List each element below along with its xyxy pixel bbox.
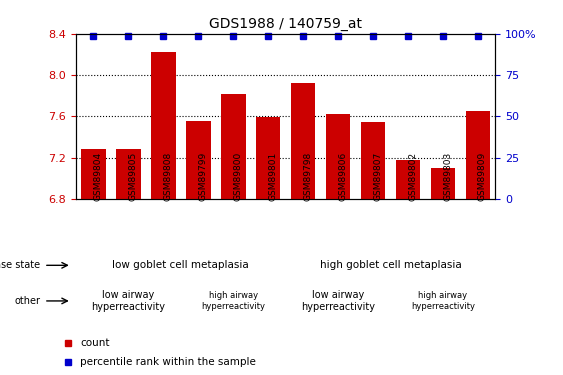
Bar (81, 149, 106, 199)
Bar (326, 114, 350, 199)
Bar (361, 122, 385, 199)
Text: GSM89798: GSM89798 (303, 152, 312, 201)
Text: GSM89809: GSM89809 (478, 152, 487, 201)
Text: GSM89807: GSM89807 (373, 152, 382, 201)
Text: disease state: disease state (0, 260, 41, 270)
Title: GDS1988 / 140759_at: GDS1988 / 140759_at (209, 17, 362, 32)
Text: GSM89801: GSM89801 (268, 152, 277, 201)
Text: GSM89805: GSM89805 (128, 152, 137, 201)
Bar (291, 83, 315, 199)
Text: high airway
hyperreactivity: high airway hyperreactivity (411, 291, 475, 310)
Text: high airway
hyperreactivity: high airway hyperreactivity (202, 291, 265, 310)
Bar (221, 93, 245, 199)
Bar (186, 122, 211, 199)
Text: GSM89804: GSM89804 (93, 152, 102, 201)
Text: GSM89799: GSM89799 (198, 152, 207, 201)
Text: GSM89803: GSM89803 (443, 152, 452, 201)
Text: low goblet cell metaplasia: low goblet cell metaplasia (113, 260, 249, 270)
Text: GSM89806: GSM89806 (338, 152, 347, 201)
Text: high goblet cell metaplasia: high goblet cell metaplasia (320, 260, 462, 270)
Text: GSM89802: GSM89802 (408, 152, 417, 201)
Text: other: other (14, 296, 41, 306)
Text: GSM89800: GSM89800 (233, 152, 242, 201)
Bar (116, 149, 141, 199)
Bar (466, 111, 490, 199)
Bar (431, 168, 455, 199)
Text: percentile rank within the sample: percentile rank within the sample (81, 357, 256, 367)
Text: count: count (81, 338, 110, 348)
Text: low airway
hyperreactivity: low airway hyperreactivity (301, 290, 375, 312)
Bar (151, 52, 176, 199)
Text: low airway
hyperreactivity: low airway hyperreactivity (91, 290, 166, 312)
Bar (396, 159, 421, 199)
Text: GSM89808: GSM89808 (163, 152, 172, 201)
Bar (256, 117, 280, 199)
